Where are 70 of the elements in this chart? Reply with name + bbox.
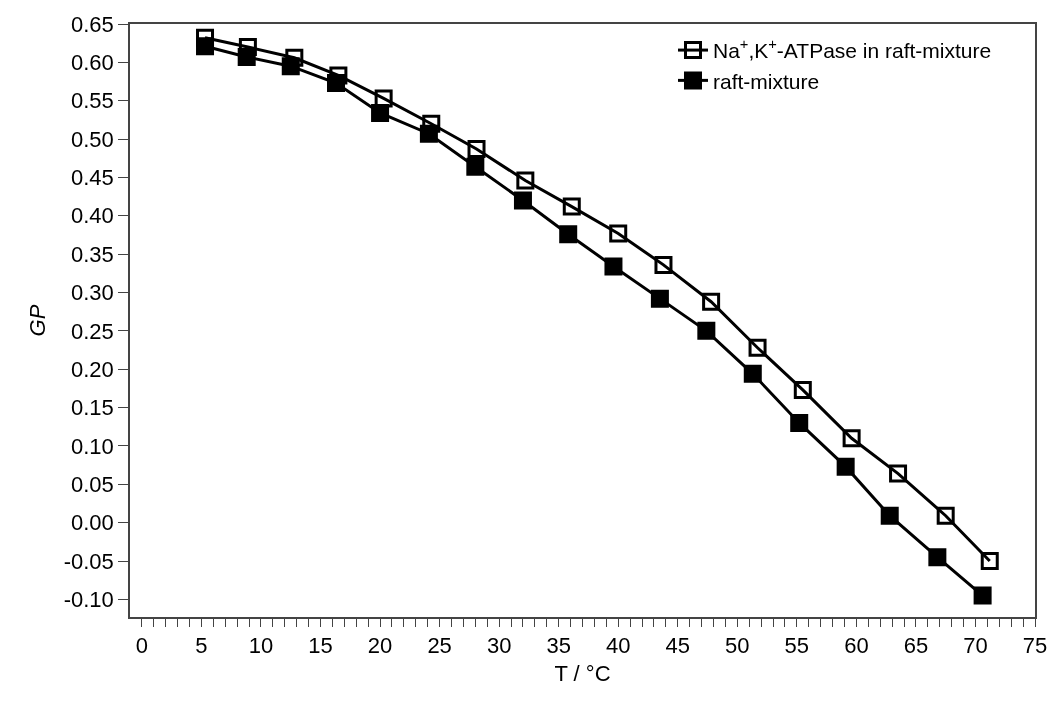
point [650, 289, 669, 308]
point [880, 506, 899, 525]
point [371, 103, 390, 122]
y-tick-label: 0.00 [71, 510, 114, 536]
x-tick-label: 10 [248, 633, 274, 659]
point [702, 292, 721, 311]
x-tick-label: 15 [308, 633, 333, 659]
x-tick-label: 20 [367, 633, 393, 659]
point [790, 413, 809, 432]
x-tick-label: 50 [725, 633, 750, 659]
legend-label: raft-mixture [713, 69, 820, 93]
point [467, 140, 486, 159]
point [973, 586, 992, 605]
y-tick-label: 0.65 [71, 11, 114, 37]
x-tick-label: 35 [546, 633, 571, 659]
y-tick-label: 0.50 [71, 126, 114, 152]
point [196, 37, 215, 56]
y-tick-label: 0.55 [71, 88, 114, 114]
x-tick-label: 75 [1022, 633, 1048, 659]
y-tick-label: 0.30 [71, 280, 114, 306]
point [419, 124, 438, 143]
y-axis-title: GP [24, 304, 50, 337]
point [793, 380, 812, 399]
point [609, 224, 628, 243]
point [237, 47, 256, 66]
point [466, 157, 485, 176]
x-tick-label: 5 [195, 633, 208, 659]
point [516, 171, 535, 190]
point [604, 257, 623, 276]
x-tick-label: 65 [903, 633, 929, 659]
point [422, 114, 441, 133]
point [374, 89, 393, 108]
y-tick-label: 0.20 [71, 356, 114, 382]
x-tick-label: 60 [844, 633, 869, 659]
point [329, 66, 348, 85]
y-tick-label: 0.15 [71, 395, 114, 421]
y-tick-label: 0.35 [71, 241, 114, 267]
point [513, 191, 532, 210]
point [559, 225, 578, 244]
y-tick-label: -0.05 [63, 548, 114, 574]
y-tick-label: 0.40 [71, 203, 114, 229]
point [285, 48, 304, 67]
point [281, 57, 300, 76]
legend-label: Na$^{+}$,K$^{+}$-ATPase in raft-mixture [713, 36, 992, 63]
x-tick-label: 45 [665, 633, 690, 659]
x-tick-label: 0 [135, 633, 149, 659]
x-tick-label: 40 [605, 633, 631, 659]
y-tick-label: 0.60 [71, 50, 114, 76]
point [562, 197, 581, 216]
point [936, 506, 955, 525]
point [836, 457, 855, 476]
point [327, 74, 346, 93]
point [842, 429, 861, 448]
point [928, 548, 947, 567]
x-tick-label: 55 [784, 633, 810, 659]
point [743, 364, 762, 383]
y-tick-label: 0.45 [71, 165, 114, 191]
point [654, 255, 673, 274]
y-tick-label: 0.10 [71, 433, 114, 459]
y-tick-label: -0.10 [63, 587, 114, 613]
point [889, 464, 908, 483]
point [980, 552, 999, 570]
x-tick-label: 30 [486, 633, 512, 659]
point [748, 338, 767, 357]
x-axis-title: T / °C [554, 660, 611, 686]
x-tick-label: 70 [963, 633, 988, 659]
y-tick-label: 0.05 [71, 471, 114, 497]
point [697, 321, 716, 340]
y-tick-label: 0.25 [71, 318, 114, 344]
x-tick-label: 25 [427, 633, 452, 659]
